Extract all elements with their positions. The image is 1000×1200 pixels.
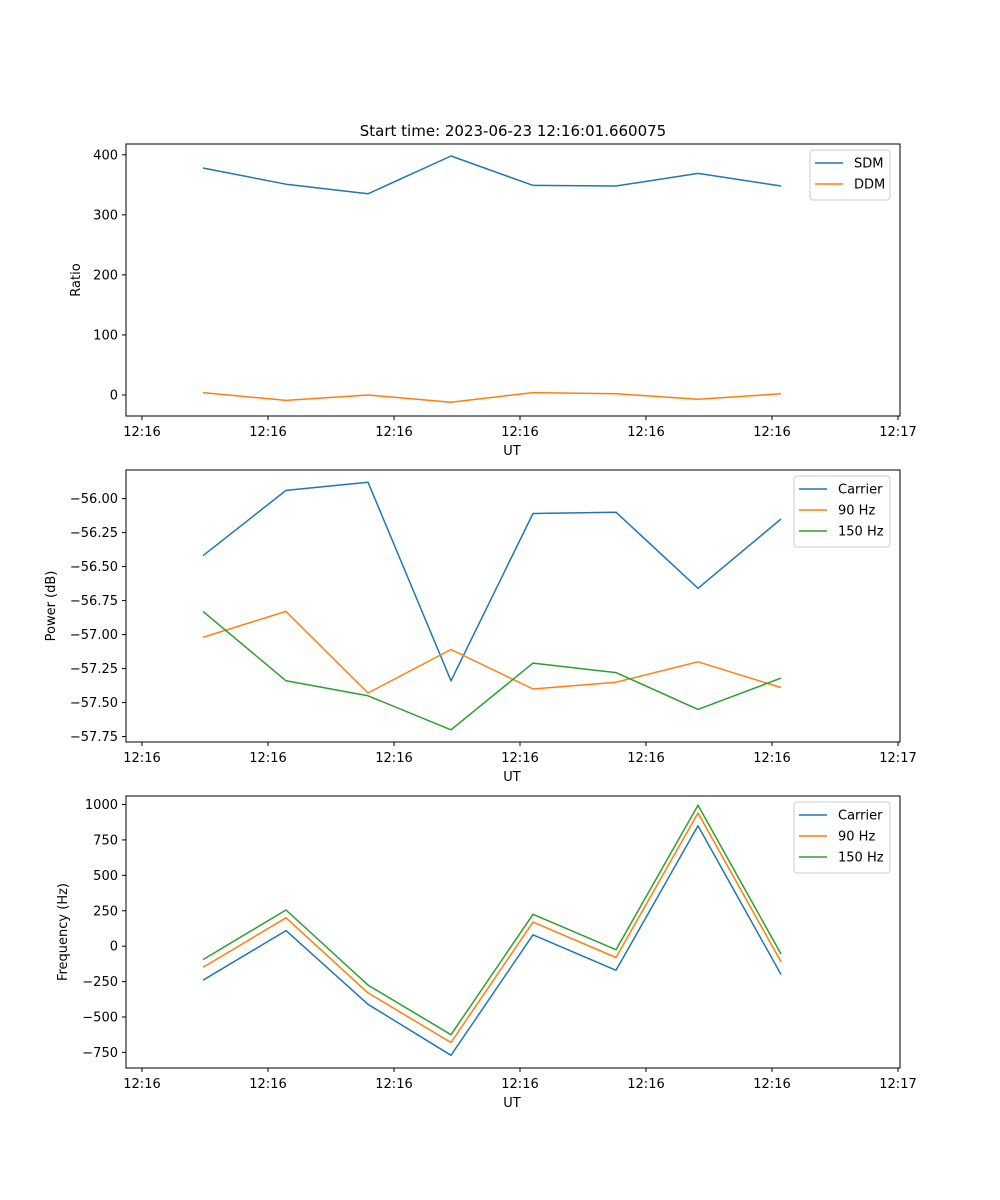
legend-entry: 150 Hz xyxy=(838,851,884,866)
legend-entry: Carrier xyxy=(838,483,883,498)
y-tick-label: 750 xyxy=(93,833,118,848)
y-tick-label: −500 xyxy=(82,1011,118,1026)
series-line-150-hz xyxy=(202,610,782,731)
y-tick-label: −57.00 xyxy=(70,628,118,643)
x-tick-label: 12:16 xyxy=(249,425,286,440)
legend-entry: 90 Hz xyxy=(838,504,875,519)
y-tick-label: −56.75 xyxy=(70,594,118,609)
x-tick-label: 12:16 xyxy=(375,425,412,440)
y-tick-label: 300 xyxy=(93,208,118,223)
x-tick-label: 12:16 xyxy=(501,1077,538,1092)
y-tick-label: −250 xyxy=(82,975,118,990)
x-tick-label: 12:16 xyxy=(627,425,664,440)
x-tick-label: 12:17 xyxy=(879,751,916,766)
legend-entry: 90 Hz xyxy=(838,830,875,845)
x-axis-label: UT xyxy=(503,770,521,785)
x-tick-label: 12:16 xyxy=(375,751,412,766)
series-line-90-hz xyxy=(202,812,782,1044)
plot-frame xyxy=(125,143,901,417)
y-tick-label: −57.25 xyxy=(70,662,118,677)
x-tick-label: 12:16 xyxy=(249,1077,286,1092)
series-line-150-hz xyxy=(202,804,782,1036)
y-tick-label: 0 xyxy=(110,388,118,403)
y-tick-label: 1000 xyxy=(85,798,118,813)
x-tick-label: 12:16 xyxy=(627,751,664,766)
x-tick-label: 12:16 xyxy=(753,425,790,440)
legend-entry: Carrier xyxy=(838,809,883,824)
series-line-ddm xyxy=(202,391,782,403)
y-tick-label: 0 xyxy=(110,940,118,955)
y-tick-label: −57.75 xyxy=(70,730,118,745)
y-tick-label: −56.25 xyxy=(70,526,118,541)
x-axis-label: UT xyxy=(503,444,521,459)
x-tick-label: 12:17 xyxy=(879,425,916,440)
y-tick-label: −57.50 xyxy=(70,696,118,711)
plot-frame xyxy=(125,469,901,743)
x-tick-label: 12:16 xyxy=(123,425,160,440)
series-line-carrier xyxy=(202,825,782,1057)
legend: Carrier 90 Hz 150 Hz xyxy=(793,801,891,874)
x-tick-label: 12:16 xyxy=(375,1077,412,1092)
y-axis-label: Power (dB) xyxy=(44,571,59,642)
legend-entry: 150 Hz xyxy=(838,525,884,540)
legend: SDM DDM xyxy=(809,149,891,201)
x-tick-label: 12:16 xyxy=(501,751,538,766)
legend-box xyxy=(793,801,891,874)
x-tick-label: 12:16 xyxy=(501,425,538,440)
x-tick-label: 12:17 xyxy=(879,1077,916,1092)
series-line-90-hz xyxy=(202,610,782,694)
x-tick-label: 12:16 xyxy=(123,1077,160,1092)
y-tick-label: 200 xyxy=(93,268,118,283)
y-axis-label: Ratio xyxy=(69,263,84,296)
x-tick-label: 12:16 xyxy=(753,1077,790,1092)
y-tick-label: 250 xyxy=(93,904,118,919)
y-tick-label: 400 xyxy=(93,148,118,163)
x-tick-label: 12:16 xyxy=(249,751,286,766)
chart-title: Start time: 2023-06-23 12:16:01.660075 xyxy=(360,122,666,140)
y-tick-label: 100 xyxy=(93,328,118,343)
x-tick-label: 12:16 xyxy=(627,1077,664,1092)
chart-panel-3: 12:16 12:16 12:16 12:16 12:16 12:16 12:17 UT −75… xyxy=(56,795,917,1111)
y-tick-label: −56.50 xyxy=(70,560,118,575)
y-tick-label: −750 xyxy=(82,1046,118,1061)
y-tick-label: −56.00 xyxy=(70,492,118,507)
legend: Carrier 90 Hz 150 Hz xyxy=(793,475,891,548)
legend-box xyxy=(793,475,891,548)
legend-entry: DDM xyxy=(854,178,885,193)
x-tick-label: 12:16 xyxy=(123,751,160,766)
plot-frame xyxy=(125,795,901,1069)
y-tick-label: 500 xyxy=(93,869,118,884)
x-axis-label: UT xyxy=(503,1096,521,1111)
series-line-carrier xyxy=(202,481,782,682)
y-axis-label: Frequency (Hz) xyxy=(56,883,71,981)
chart-panel-2: 12:16 12:16 12:16 12:16 12:16 12:16 12:17 UT −56… xyxy=(44,469,917,785)
chart-panel-1: 12:16 12:16 12:16 12:16 12:16 12:16 12:17 UT 0 10… xyxy=(69,143,917,459)
legend-entry: SDM xyxy=(854,157,883,172)
series-line-sdm xyxy=(202,155,782,195)
x-tick-label: 12:16 xyxy=(753,751,790,766)
